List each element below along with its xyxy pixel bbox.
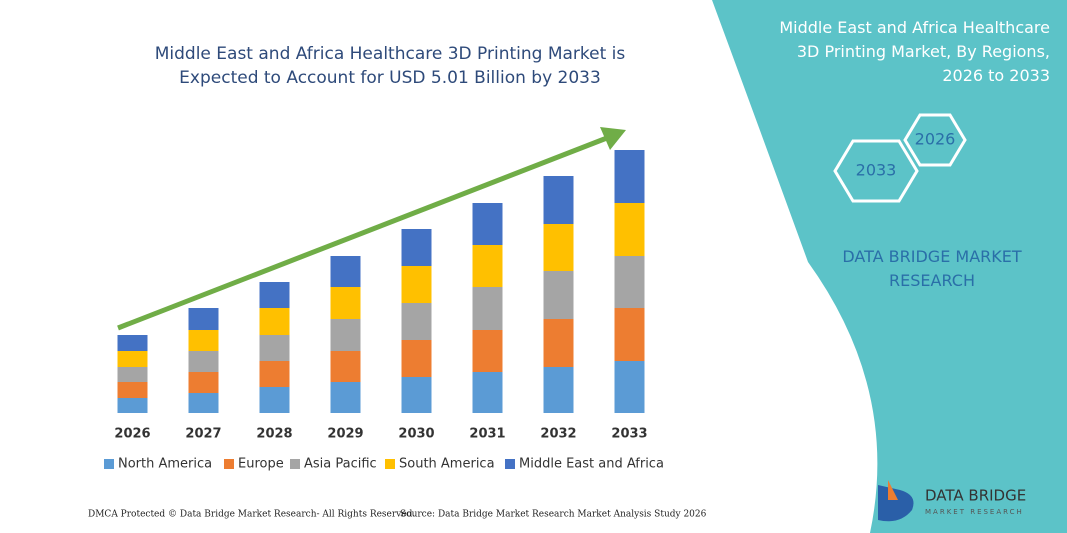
hexagon	[833, 139, 919, 203]
bar-segment	[330, 256, 361, 287]
x-tick-label: 2031	[469, 427, 505, 442]
x-tick-label: 2030	[398, 427, 434, 442]
logo-tagline: MARKET RESEARCH	[925, 508, 1024, 516]
footer-rights: DMCA Protected © Data Bridge Market Rese…	[88, 510, 415, 520]
legend-label: Europe	[238, 457, 284, 472]
bar-segment	[614, 308, 645, 361]
bar-segment	[472, 287, 503, 330]
bar-segment	[614, 203, 645, 256]
bar-segment	[614, 256, 645, 308]
hex-label: 2026	[915, 130, 956, 149]
bar-segment	[330, 287, 361, 319]
bar-segment	[472, 245, 503, 287]
bar-segment	[117, 367, 148, 382]
logo-mark	[878, 485, 914, 522]
legend-label: Asia Pacific	[304, 457, 377, 472]
panel-title: Middle East and Africa Healthcare 3D Pri…	[779, 18, 1050, 85]
bar-segment	[117, 351, 148, 367]
footer-source: Source: Data Bridge Market Research Mark…	[400, 510, 707, 520]
bar-segment	[472, 330, 503, 372]
bar-segment	[543, 176, 574, 224]
bar-segment	[472, 203, 503, 245]
legend-label: North America	[118, 457, 212, 472]
arrow-head	[600, 127, 626, 150]
hex-label: 2033	[856, 161, 897, 180]
bar-segment	[117, 335, 148, 351]
bar-segment	[401, 377, 432, 413]
bar-segment	[188, 330, 219, 351]
bar-segment	[188, 393, 219, 413]
legend-label: Middle East and Africa	[519, 457, 664, 472]
bar-segment	[543, 271, 574, 319]
bar-segment	[543, 319, 574, 367]
bar-segment	[330, 319, 361, 351]
legend-swatch	[385, 459, 395, 469]
bar-segment	[401, 303, 432, 340]
bar-segment	[401, 340, 432, 377]
bar-segment	[259, 282, 290, 308]
bar-segment	[259, 387, 290, 413]
x-tick-label: 2026	[114, 427, 150, 442]
hexagon	[903, 113, 967, 167]
legend-swatch	[290, 459, 300, 469]
bar-segment	[614, 361, 645, 413]
x-tick-label: 2033	[611, 427, 647, 442]
bar-segment	[259, 335, 290, 361]
bar-segment	[543, 367, 574, 413]
x-tick-label: 2027	[185, 427, 221, 442]
legend-swatch	[224, 459, 234, 469]
bar-segment	[259, 361, 290, 387]
bar-segment	[614, 150, 645, 203]
bar-segment	[117, 398, 148, 413]
bar-segment	[188, 308, 219, 330]
bar-segment	[472, 372, 503, 413]
x-tick-label: 2029	[327, 427, 363, 442]
brand: DATA BRIDGE MARKET RESEARCH	[842, 247, 1022, 290]
bar-segment	[117, 382, 148, 398]
bar-segment	[330, 382, 361, 413]
logo-mark	[888, 480, 898, 500]
chart-title: Middle East and Africa Healthcare 3D Pri…	[154, 44, 626, 88]
legend-swatch	[505, 459, 515, 469]
bar-segment	[401, 266, 432, 303]
bar-segment	[401, 229, 432, 266]
legend-label: South America	[399, 457, 495, 472]
x-tick-label: 2028	[256, 427, 292, 442]
x-tick-label: 2032	[540, 427, 576, 442]
bar-segment	[543, 224, 574, 271]
bar-segment	[259, 308, 290, 335]
trend-arrow	[117, 133, 613, 331]
legend-swatch	[104, 459, 114, 469]
side-panel	[712, 0, 1067, 533]
bar-segment	[188, 372, 219, 393]
bar-segment	[330, 351, 361, 382]
logo-name: DATA BRIDGE	[925, 487, 1026, 505]
bar-segment	[188, 351, 219, 372]
